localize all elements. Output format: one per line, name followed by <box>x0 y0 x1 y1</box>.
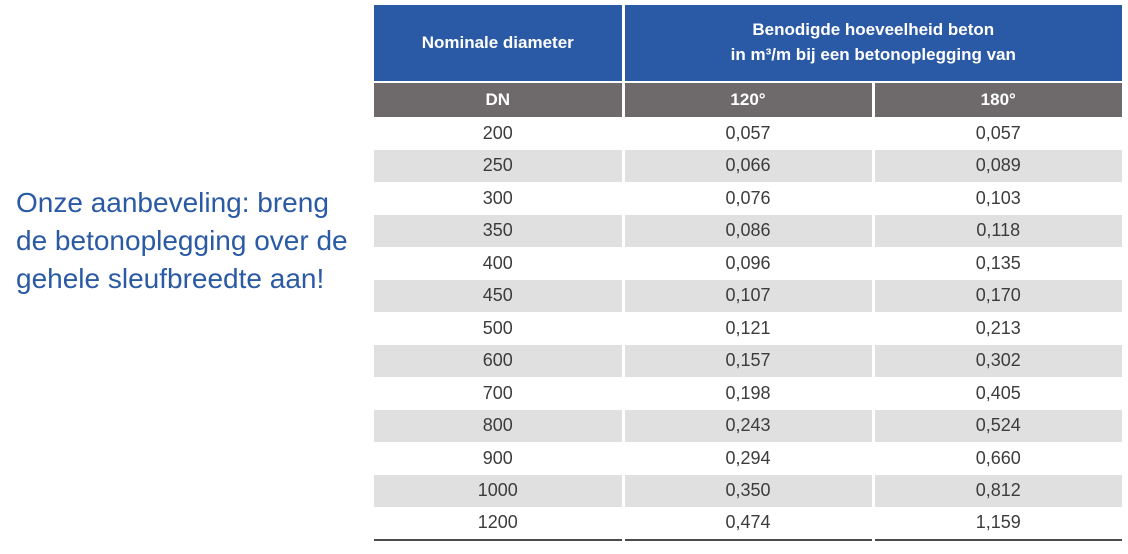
header-concrete-quantity-line2: in m³/m bij een betonoplegging van <box>730 45 1016 64</box>
table-header-row: Nominale diameter Benodigde hoeveelheid … <box>374 5 1123 83</box>
value-120-cell: 0,294 <box>621 442 873 475</box>
dn-cell: 350 <box>374 214 623 247</box>
table-row: 700 0,198 0,405 <box>374 377 1123 410</box>
table-row: 350 0,086 0,118 <box>374 214 1123 247</box>
value-120-cell: 0,066 <box>621 149 873 182</box>
subheader-dn: DN <box>374 82 623 117</box>
subheader-180deg: 180° <box>871 82 1123 117</box>
value-120-cell: 0,086 <box>621 214 873 247</box>
value-120-cell: 0,076 <box>621 182 873 215</box>
header-concrete-quantity: Benodigde hoeveelheid beton in m³/m bij … <box>621 5 1123 83</box>
value-180-cell: 0,089 <box>871 149 1123 182</box>
value-120-cell: 0,096 <box>621 247 873 280</box>
table-row: 1000 0,350 0,812 <box>374 474 1123 507</box>
recommendation-note: Onze aanbeveling: breng de betonopleggin… <box>16 184 348 298</box>
value-180-cell: 0,135 <box>871 247 1123 280</box>
header-concrete-quantity-line1: Benodigde hoeveelheid beton <box>752 20 995 40</box>
dn-cell: 500 <box>374 312 623 345</box>
table-row: 900 0,294 0,660 <box>374 442 1123 475</box>
value-120-cell: 0,243 <box>621 409 873 442</box>
dn-cell: 1000 <box>374 474 623 507</box>
value-180-cell: 0,057 <box>871 117 1123 150</box>
note-line: Onze aanbeveling: breng <box>16 187 329 218</box>
subheader-120deg: 120° <box>621 82 873 117</box>
value-180-cell: 0,524 <box>871 409 1123 442</box>
value-180-cell: 0,812 <box>871 474 1123 507</box>
dn-cell: 700 <box>374 377 623 410</box>
table-row: 600 0,157 0,302 <box>374 344 1123 377</box>
table-row: 1200 0,474 1,159 <box>374 507 1123 541</box>
dn-cell: 300 <box>374 182 623 215</box>
value-180-cell: 0,660 <box>871 442 1123 475</box>
value-120-cell: 0,474 <box>621 507 873 541</box>
value-120-cell: 0,198 <box>621 377 873 410</box>
value-180-cell: 0,103 <box>871 182 1123 215</box>
table-row: 400 0,096 0,135 <box>374 247 1123 280</box>
dn-cell: 450 <box>374 279 623 312</box>
value-120-cell: 0,057 <box>621 117 873 150</box>
value-180-cell: 0,302 <box>871 344 1123 377</box>
dn-cell: 250 <box>374 149 623 182</box>
value-120-cell: 0,350 <box>621 474 873 507</box>
value-180-cell: 0,405 <box>871 377 1123 410</box>
table-row: 250 0,066 0,089 <box>374 149 1123 182</box>
value-180-cell: 0,170 <box>871 279 1123 312</box>
note-line: gehele sleufbreedte aan! <box>16 263 325 294</box>
dn-cell: 600 <box>374 344 623 377</box>
table-row: 450 0,107 0,170 <box>374 279 1123 312</box>
value-120-cell: 0,121 <box>621 312 873 345</box>
dn-cell: 800 <box>374 409 623 442</box>
value-120-cell: 0,157 <box>621 344 873 377</box>
table-row: 200 0,057 0,057 <box>374 117 1123 150</box>
dn-cell: 1200 <box>374 507 623 541</box>
table-row: 500 0,121 0,213 <box>374 312 1123 345</box>
table-row: 300 0,076 0,103 <box>374 182 1123 215</box>
value-180-cell: 0,118 <box>871 214 1123 247</box>
header-nominal-diameter: Nominale diameter <box>374 5 623 83</box>
dn-cell: 400 <box>374 247 623 280</box>
value-120-cell: 0,107 <box>621 279 873 312</box>
table-row: 800 0,243 0,524 <box>374 409 1123 442</box>
value-180-cell: 0,213 <box>871 312 1123 345</box>
dn-cell: 900 <box>374 442 623 475</box>
note-line: de betonoplegging over de <box>16 225 348 256</box>
table-subheader-row: DN 120° 180° <box>374 82 1123 117</box>
concrete-quantity-table: Nominale diameter Benodigde hoeveelheid … <box>374 5 1123 541</box>
value-180-cell: 1,159 <box>871 507 1123 541</box>
dn-cell: 200 <box>374 117 623 150</box>
